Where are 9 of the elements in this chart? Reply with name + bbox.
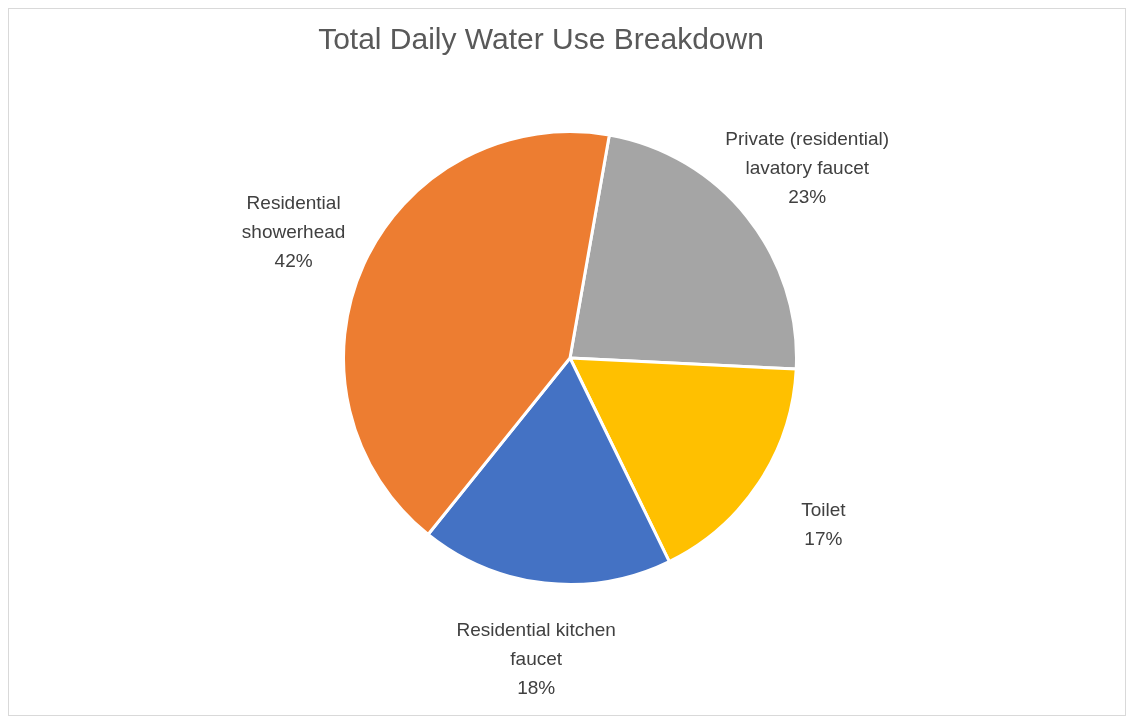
data-label: 23% — [788, 185, 827, 207]
slice-label: Residential showerhead — [241, 191, 346, 242]
slice-label: Private (residential) lavatory faucet — [725, 127, 890, 178]
data-label: 18% — [517, 676, 556, 698]
chart-title: Total Daily Water Use Breakdown — [317, 22, 765, 56]
slice-label: Toilet — [801, 498, 847, 520]
data-label: 17% — [804, 527, 843, 549]
slice-label: Residential kitchen faucet — [456, 618, 616, 669]
data-label: 42% — [274, 249, 313, 271]
